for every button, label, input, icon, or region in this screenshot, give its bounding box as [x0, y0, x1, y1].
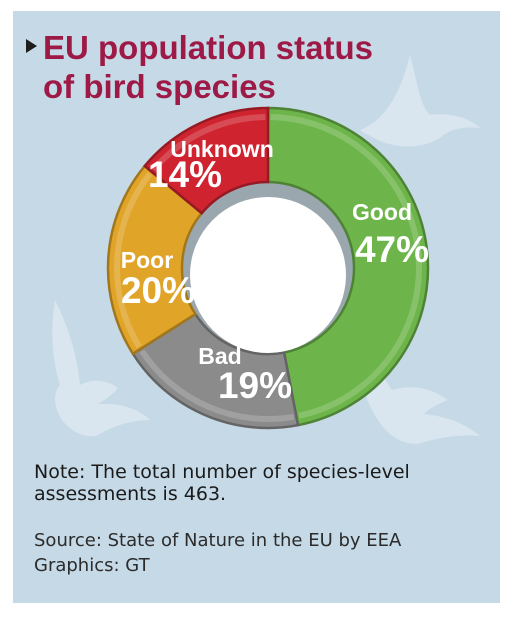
category-label: Bad: [198, 343, 241, 369]
donut-hole: [190, 197, 346, 353]
slice-bevel: [114, 171, 153, 349]
source-text: Source: State of Nature in the EU by EEA: [34, 530, 402, 551]
slice-poor: [106, 164, 204, 356]
slice-bevel: [270, 114, 422, 419]
graphics-credit: Graphics: GT: [34, 555, 150, 576]
category-label: Poor: [121, 247, 173, 273]
slice-bad: [131, 312, 300, 430]
percent-label: 20%: [121, 270, 195, 311]
dove-icon: [360, 55, 480, 147]
title-marker-icon: [26, 39, 37, 53]
chart-title: EU population status of bird species: [26, 28, 373, 106]
slice-unknown: [142, 106, 270, 215]
percent-label: 19%: [218, 365, 292, 406]
source-block: Source: State of Nature in the EU by EEA…: [34, 528, 401, 578]
slice-bevel: [151, 114, 266, 172]
note-text: Note: The total number of species-level …: [34, 461, 410, 505]
percent-label: 14%: [148, 154, 222, 195]
dove-icon: [350, 330, 480, 444]
title-line-2: of bird species: [43, 68, 276, 105]
slice-bevel: [139, 349, 295, 422]
slice-good: [266, 106, 430, 427]
title-line-1: EU population status: [43, 29, 373, 66]
category-label: Good: [352, 199, 412, 225]
category-label: Unknown: [170, 136, 274, 162]
dove-icon: [52, 300, 151, 437]
percent-label: 47%: [355, 229, 429, 270]
